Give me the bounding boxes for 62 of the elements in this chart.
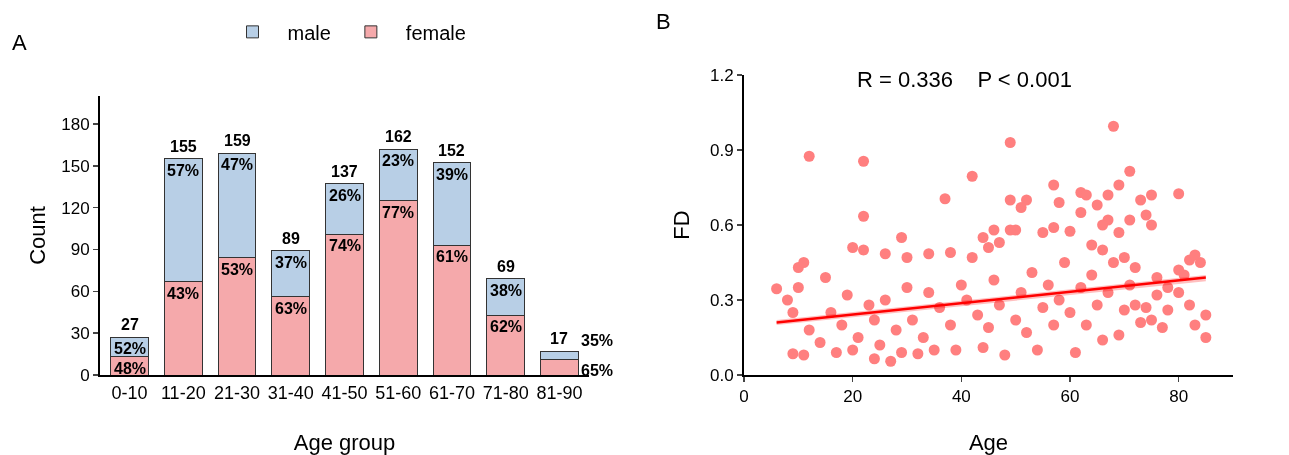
y-axis-title: Count [25, 206, 50, 265]
total-label: 159 [224, 132, 251, 149]
x-tick-label: 81-90 [536, 382, 583, 403]
y-tick-label: 0.9 [709, 140, 734, 160]
total-label: 69 [497, 258, 515, 275]
total-label: 152 [438, 142, 465, 159]
total-label: 155 [170, 138, 197, 155]
x-tick-label: 21-30 [214, 382, 261, 403]
x-tick-label: 11-20 [160, 382, 206, 403]
y-tick-label: 1.2 [709, 65, 734, 85]
y-tick-label: 0.0 [709, 365, 734, 385]
y-tick-label: 60 [70, 282, 90, 302]
x-tick-label: 31-40 [267, 382, 314, 403]
y-tick-label: 0 [80, 365, 90, 385]
text: A [12, 30, 27, 55]
x-tick-label: 0-10 [111, 382, 148, 403]
annotation: 47% [221, 156, 254, 173]
x-tick-label: 40 [951, 387, 971, 407]
x-tick-label: 51-60 [375, 382, 422, 403]
x-tick-label: 0 [739, 387, 749, 407]
annotation: 26% [329, 187, 362, 204]
y-tick-label: 0.6 [709, 215, 734, 235]
legend-label: female [405, 21, 466, 44]
x-axis-title: Age [968, 430, 1009, 455]
annotation: 38% [490, 282, 523, 299]
annotation: 74% [329, 237, 362, 254]
y-axis-title: FD [669, 210, 694, 240]
x-tick-label: 71-80 [482, 382, 529, 403]
y-tick-label: 120 [61, 198, 90, 218]
y-tick-label: 90 [70, 240, 90, 260]
annotation: 52% [114, 340, 147, 357]
x-axis-title: Age group [293, 430, 396, 455]
x-tick-label: 80 [1169, 387, 1189, 407]
x-tick-label: 60 [1060, 387, 1080, 407]
y-tick-label: 0.3 [709, 290, 734, 310]
annotation: 35% [581, 332, 614, 349]
y-tick-label: 180 [61, 114, 90, 134]
y-tick-label: 150 [61, 156, 90, 176]
total-label: 137 [331, 163, 358, 180]
annotation: 53% [221, 261, 254, 278]
total-label: 89 [282, 230, 300, 247]
annotation: 62% [490, 318, 523, 335]
annotation: R = 0.336 P < 0.001 [857, 67, 1072, 92]
annotation: 37% [275, 254, 308, 271]
annotation: 57% [167, 162, 200, 179]
annotation: 43% [167, 285, 200, 302]
total-label: 27 [121, 316, 139, 333]
annotation: 39% [436, 166, 469, 183]
total-label: 17 [550, 330, 568, 347]
legend-label: male [287, 21, 331, 44]
annotation: 23% [382, 152, 415, 169]
y-tick-label: 30 [70, 324, 90, 344]
text: B [656, 9, 671, 34]
annotation: 48% [114, 360, 147, 377]
x-tick-label: 61-70 [428, 382, 475, 403]
annotation: 77% [382, 204, 415, 221]
x-tick-label: 20 [843, 387, 863, 407]
annotation: 63% [275, 300, 308, 317]
x-tick-label: 41-50 [321, 382, 368, 403]
annotation: 61% [436, 248, 469, 265]
annotation: 65% [581, 362, 614, 379]
total-label: 162 [385, 128, 412, 145]
